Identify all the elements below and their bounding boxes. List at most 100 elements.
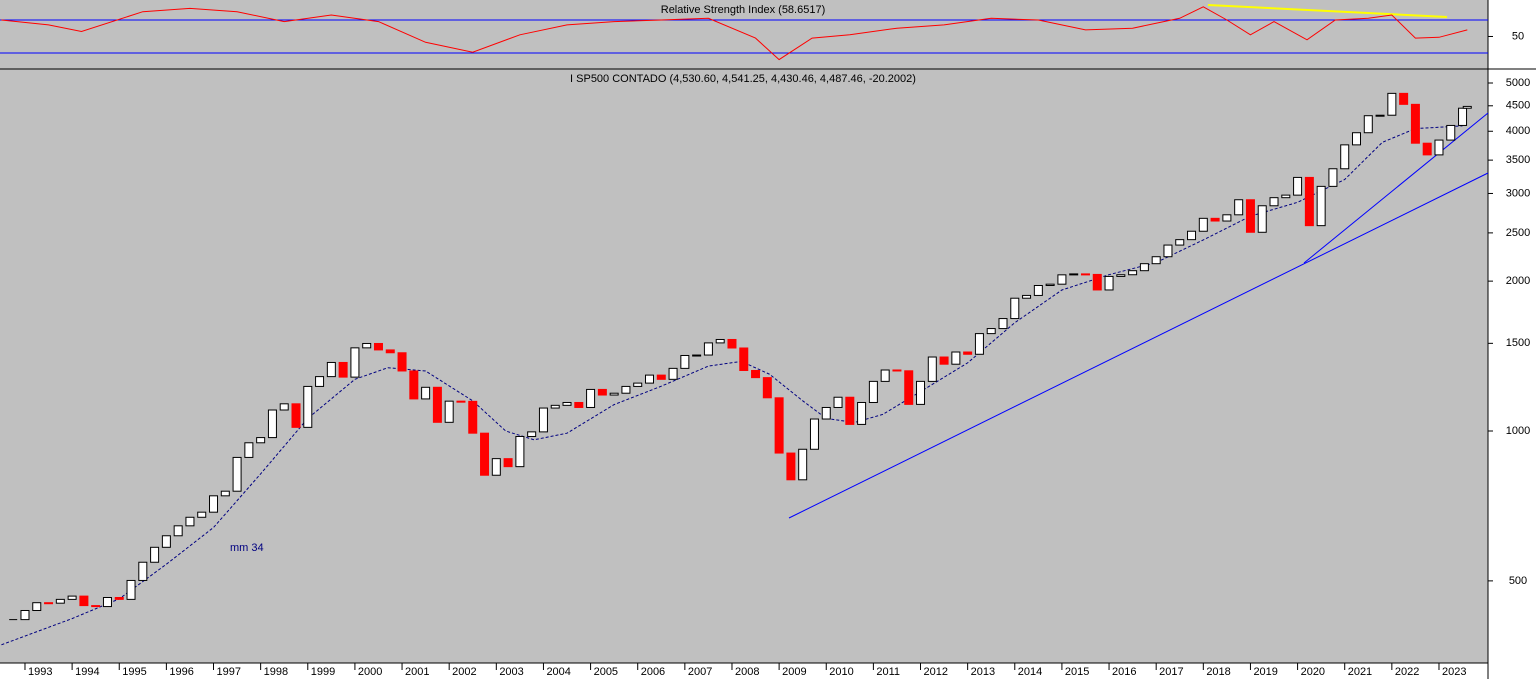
candle — [421, 386, 431, 400]
candle — [1151, 256, 1161, 265]
candle — [32, 602, 42, 611]
x-tick-label: 2009 — [782, 666, 806, 678]
candle — [138, 561, 148, 581]
candle — [267, 409, 277, 439]
candle — [833, 396, 843, 408]
candle — [998, 318, 1008, 330]
candle — [1245, 199, 1255, 233]
y-tick-label: 500 — [1509, 575, 1527, 587]
candle — [668, 367, 678, 380]
candle — [1387, 92, 1397, 116]
candle — [939, 356, 949, 365]
x-tick-label: 2023 — [1442, 666, 1466, 678]
axis-strip — [1488, 0, 1536, 679]
x-tick-label: 1995 — [122, 666, 146, 678]
candle — [67, 595, 77, 600]
candle — [739, 347, 749, 371]
candle — [1116, 274, 1126, 277]
candle — [1104, 275, 1114, 291]
x-tick-label: 2000 — [358, 666, 382, 678]
x-tick-label: 2006 — [641, 666, 665, 678]
candle — [1010, 297, 1020, 320]
candle — [1434, 139, 1444, 156]
candle — [692, 354, 702, 357]
candle — [456, 400, 466, 403]
x-tick-label: 1996 — [169, 666, 193, 678]
candle — [161, 535, 171, 548]
candle — [963, 351, 973, 355]
candle — [550, 404, 560, 409]
candle — [44, 602, 54, 605]
candle — [857, 401, 867, 425]
candle — [491, 458, 501, 476]
x-tick-label: 2016 — [1112, 666, 1136, 678]
candle — [1222, 214, 1232, 222]
candle — [527, 431, 537, 437]
candle — [79, 595, 89, 607]
candle — [1269, 197, 1279, 207]
candle — [1022, 294, 1032, 299]
candle — [326, 361, 336, 378]
candle — [1057, 274, 1067, 285]
y-tick-label: 4000 — [1506, 125, 1530, 137]
candle — [621, 385, 631, 394]
candle — [315, 376, 325, 387]
x-tick-label: 2015 — [1065, 666, 1089, 678]
x-tick-label: 2001 — [405, 666, 429, 678]
candle — [927, 356, 937, 382]
candle — [680, 354, 690, 369]
candle — [1234, 199, 1244, 216]
candle — [538, 407, 548, 433]
candle — [892, 369, 902, 372]
axis-strip — [0, 663, 1488, 679]
rsi-title: Relative Strength Index (58.6517) — [661, 4, 826, 16]
candle — [1080, 273, 1090, 276]
candle — [350, 347, 360, 378]
candle — [786, 452, 796, 481]
candle — [385, 349, 395, 354]
candle — [774, 397, 784, 454]
candle — [114, 597, 124, 600]
candle — [951, 351, 961, 365]
candle — [1304, 176, 1314, 227]
x-tick-label: 1997 — [217, 666, 241, 678]
x-tick-label: 1999 — [311, 666, 335, 678]
candle — [1375, 114, 1385, 117]
trend-line — [1207, 4, 1448, 18]
candle — [821, 406, 831, 420]
y-tick-label: 2500 — [1506, 227, 1530, 239]
x-tick-label: 2011 — [876, 666, 900, 678]
y-tick-label: 3500 — [1506, 154, 1530, 166]
trend-line — [1303, 112, 1489, 264]
candle — [1458, 107, 1468, 126]
candle — [244, 442, 254, 458]
candle — [1069, 273, 1079, 276]
candle — [150, 546, 160, 563]
candle — [1446, 124, 1456, 141]
x-tick-label: 2020 — [1301, 666, 1325, 678]
candle — [1175, 239, 1185, 246]
candle — [644, 374, 654, 384]
candle — [715, 338, 725, 344]
candle — [1045, 283, 1055, 286]
x-tick-label: 1994 — [75, 666, 99, 678]
candle — [220, 490, 230, 497]
candle — [209, 495, 219, 513]
x-tick-label: 2019 — [1253, 666, 1277, 678]
plot-background — [0, 0, 1488, 663]
candle — [291, 403, 301, 428]
x-tick-label: 2017 — [1159, 666, 1183, 678]
candle — [1092, 273, 1102, 291]
candle — [916, 380, 926, 405]
candle — [633, 382, 643, 387]
x-tick-label: 1998 — [264, 666, 288, 678]
candle — [656, 374, 666, 380]
x-tick-label: 2003 — [499, 666, 523, 678]
y-tick-label: 5000 — [1506, 77, 1530, 89]
y-tick-label: 4500 — [1506, 100, 1530, 112]
candle — [574, 401, 584, 408]
candle — [480, 432, 490, 476]
candle — [173, 525, 183, 537]
